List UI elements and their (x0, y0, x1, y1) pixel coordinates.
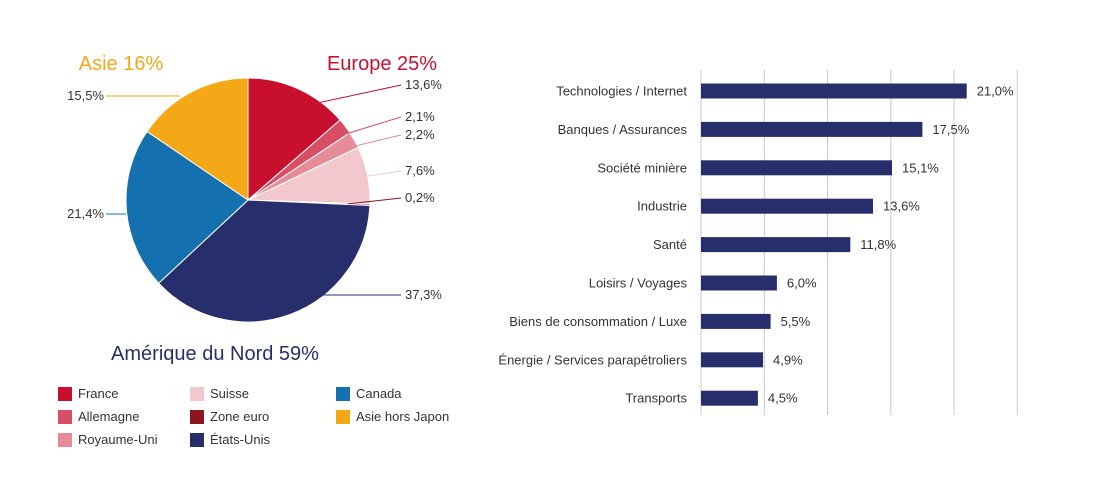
bar-biens-de-consommation-luxe (701, 313, 771, 329)
pie-chart: 13,6% 2,1% 2,2% 7,6% 0,2% 37,3% 21,4% 15,5% Asi… (67, 53, 442, 365)
legend-label: États-Unis (210, 432, 270, 447)
bar-value-transports: 4,5% (768, 391, 798, 406)
bar-category-societe-miniere: Société minière (597, 160, 687, 175)
bar-technologies-internet (701, 83, 967, 99)
pie-leader-suisse (345, 170, 402, 180)
bar-value-loisirs-voyages: 6,0% (787, 276, 817, 291)
pie-slice-asie-hors-japon (146, 77, 249, 201)
legend-label: Suisse (210, 386, 250, 401)
pie-title-europe: Europe 25% (327, 53, 437, 75)
pie-title-asie: Asie 16% (79, 53, 164, 75)
bar-category-industrie: Industrie (637, 199, 687, 214)
pie-value-labels: 13,6% 2,1% 2,2% 7,6% 0,2% 37,3% 21,4% 15,5% (67, 77, 442, 302)
bar-category-energie-services-parapetroliers: Énergie / Services parapétroliers (498, 352, 687, 367)
pie-slice-canada (125, 130, 249, 284)
bar-category-banques-assurances: Banques / Assurances (558, 122, 688, 137)
legend-item-etats-unis: États-Unis (190, 432, 270, 447)
bar-value-labels: 21,0% 17,5% 15,1% 13,6% 11,8% 6,0% 5,5% 4,9% 4,5… (768, 84, 1014, 406)
bar-value-technologies-internet: 21,0% (977, 84, 1014, 99)
bar-industrie (701, 198, 873, 214)
legend-swatch (190, 386, 204, 401)
bar-category-labels: Technologies / Internet Banques / Assuran… (498, 84, 687, 406)
bar-category-sante: Santé (653, 237, 687, 252)
legend-swatch (190, 409, 204, 424)
pie-leader-zone-euro (347, 197, 402, 205)
legend-label: Asie hors Japon (356, 409, 450, 424)
pie-leader-allemagne (327, 116, 402, 140)
bar-transports (701, 390, 758, 406)
legend-label: Royaume-Uni (78, 432, 158, 447)
legend-swatch (336, 386, 350, 401)
pie-leader-france (289, 84, 402, 110)
legend-swatch (190, 432, 204, 447)
legend-item-allemagne: Allemagne (58, 409, 139, 424)
legend-item-canada: Canada (336, 386, 402, 401)
bar-banques-assurances (701, 121, 923, 137)
bar-category-biens-de-consommation-luxe: Biens de consommation / Luxe (509, 314, 687, 329)
legend-label: Allemagne (78, 409, 140, 424)
pie-slices (125, 77, 371, 323)
bar-category-transports: Transports (625, 391, 687, 406)
bar-value-energie-services-parapetroliers: 4,9% (773, 352, 803, 367)
legend-item-suisse: Suisse (190, 386, 249, 401)
pie-label-suisse: 7,6% (405, 163, 435, 178)
bar-value-societe-miniere: 15,1% (902, 160, 939, 175)
pie-legend: France Allemagne Royaume-Uni Suisse Zone eur… (58, 386, 478, 456)
legend-item-france: France (58, 386, 118, 401)
bar-series (701, 83, 967, 406)
bar-value-biens-de-consommation-luxe: 5,5% (781, 314, 811, 329)
legend-item-zone-euro: Zone euro (190, 409, 269, 424)
pie-leader-lines (106, 84, 402, 296)
pie-leader-royaume-uni (334, 134, 402, 152)
legend-swatch (58, 386, 72, 401)
bar-category-loisirs-voyages: Loisirs / Voyages (589, 276, 688, 291)
pie-region-titles: Asie 16% Europe 25% Amérique du Nord 59% (79, 53, 438, 365)
pie-label-royaume-uni: 2,2% (405, 127, 435, 142)
bar-value-sante: 11,8% (860, 237, 896, 252)
legend-item-asie-hors-japon: Asie hors Japon (336, 409, 449, 424)
bar-value-industrie: 13,6% (883, 199, 920, 214)
legend-swatch (58, 432, 72, 447)
legend-label: France (78, 386, 119, 401)
pie-label-canada: 21,4% (67, 206, 104, 221)
pie-slice-france (247, 77, 341, 202)
pie-label-etats-unis: 37,3% (405, 287, 442, 302)
legend-swatch (336, 409, 350, 424)
pie-slice-etats-unis (158, 199, 371, 323)
bar-value-banques-assurances: 17,5% (932, 122, 969, 137)
bar-category-technologies-internet: Technologies / Internet (556, 84, 687, 99)
pie-label-asie-hors-japon: 15,5% (67, 88, 104, 103)
legend-item-royaume-uni: Royaume-Uni (58, 432, 157, 447)
legend-swatch (58, 409, 72, 424)
bar-energie-services-parapetroliers (701, 352, 763, 368)
pie-title-amerique: Amérique du Nord 59% (111, 343, 319, 365)
bar-sante (701, 237, 851, 253)
pie-label-zone-euro: 0,2% (405, 190, 435, 205)
pie-label-france: 13,6% (405, 77, 442, 92)
legend-label: Zone euro (210, 409, 270, 424)
pie-label-allemagne: 2,1% (405, 109, 435, 124)
legend-label: Canada (356, 386, 402, 401)
bar-societe-miniere (701, 160, 892, 176)
bar-loisirs-voyages (701, 275, 777, 291)
bar-chart: Technologies / Internet Banques / Assuran… (498, 70, 1018, 415)
